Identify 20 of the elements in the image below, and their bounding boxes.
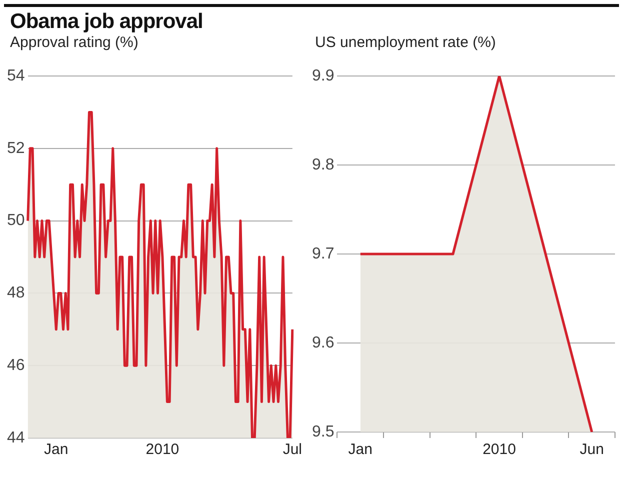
- y-axis-title: US unemployment rate (%): [314, 34, 497, 53]
- y-tick-label: 9.9: [312, 67, 334, 84]
- y-tick-label: 48: [7, 284, 25, 302]
- y-tick-label: 9.5: [312, 423, 334, 440]
- y-tick-label: 9.7: [312, 245, 334, 262]
- y-tick-label: 9.6: [312, 334, 334, 352]
- x-tick-label: Jan: [44, 441, 68, 458]
- y-axis-title: Approval rating (%): [9, 34, 140, 53]
- x-tick-label: 2010: [146, 441, 180, 458]
- x-tick-label: Jul: [282, 441, 302, 458]
- y-tick-label: 44: [7, 429, 25, 446]
- y-tick-label: 9.8: [312, 156, 334, 174]
- y-tick-label: 54: [7, 67, 25, 84]
- x-tick-label: Jun: [580, 441, 604, 458]
- x-tick-label: Jan: [348, 441, 372, 458]
- y-tick-label: 46: [7, 357, 25, 374]
- chart-title: Obama job approval: [10, 10, 203, 34]
- y-tick-label: 52: [7, 140, 25, 157]
- x-tick-label: 2010: [482, 441, 516, 458]
- y-tick-label: 50: [7, 212, 25, 230]
